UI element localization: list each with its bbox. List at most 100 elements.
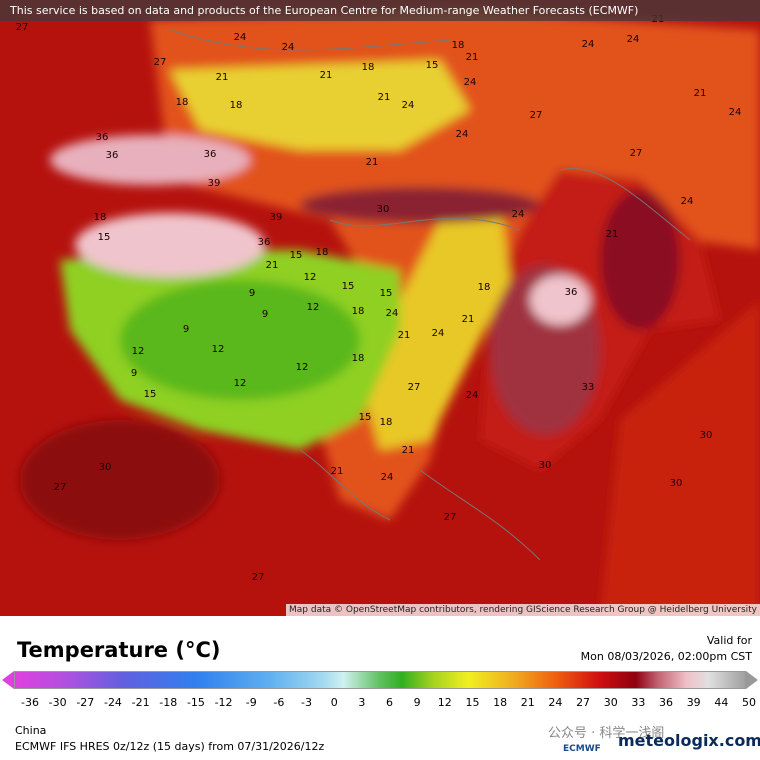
contour-label: 33: [582, 382, 595, 393]
contour-label: 9: [183, 324, 189, 335]
colorbar-tick-label: 27: [576, 696, 591, 709]
contour-label: 24: [402, 100, 415, 111]
contour-label: 18: [352, 306, 365, 317]
watermark: 公众号 · 科学一浅阁: [548, 726, 665, 741]
contour-label: 24: [681, 196, 694, 207]
colorbar-tick-label: 36: [659, 696, 674, 709]
valid-time: Mon 08/03/2026, 02:00pm CST: [580, 650, 752, 663]
colorbar-tick-label: 24: [548, 696, 563, 709]
contour-label: 21: [378, 92, 391, 103]
colorbar: [14, 671, 746, 689]
contour-label: 12: [212, 344, 225, 355]
colorbar-ticks: -36 -30 -27 -24 -21 -18 -15 -12 -9 -6 -3 0 3 6 9 12 15 18…: [0, 696, 760, 710]
contour-label: 24: [627, 34, 640, 45]
contour-label: 21: [320, 70, 333, 81]
contour-label: 21: [366, 157, 379, 168]
colorbar-tip: [746, 671, 758, 689]
contour-label: 24: [456, 129, 469, 140]
contour-label: 18: [176, 97, 189, 108]
contour-label: 36: [106, 150, 119, 161]
contour-label: 12: [234, 378, 247, 389]
colorbar-tick-label: -12: [214, 696, 233, 709]
contour-label: 9: [249, 288, 255, 299]
colorbar-tick-label: 18: [493, 696, 508, 709]
contour-label: 12: [132, 346, 145, 357]
contour-label: 24: [234, 32, 247, 43]
colorbar-tick-label: 12: [437, 696, 452, 709]
colorbar-tick-label: -9: [245, 696, 257, 709]
contour-label: 15: [342, 281, 355, 292]
colorbar-tick-label: 0: [330, 696, 338, 709]
contour-label: 24: [386, 308, 399, 319]
contour-label: 36: [204, 149, 217, 160]
contour-label: 27: [252, 572, 265, 583]
contour-label: 18: [94, 212, 107, 223]
contour-label: 18: [452, 40, 465, 51]
colorbar-tick-label: 39: [686, 696, 701, 709]
model-info: ECMWF IFS HRES 0z/12z (15 days) from 07/…: [15, 740, 325, 753]
contour-label: 36: [565, 287, 578, 298]
colorbar-tick-label: 3: [358, 696, 366, 709]
attribution: Map data © OpenStreetMap contributors, r…: [286, 604, 760, 616]
region: China: [15, 724, 47, 737]
contour-label: 24: [729, 107, 742, 118]
contour-label: 15: [290, 250, 303, 261]
colorbar-tick-label: 30: [603, 696, 618, 709]
contour-label: 27: [530, 110, 543, 121]
contour-label: 24: [466, 390, 479, 401]
contour-label: 30: [700, 430, 713, 441]
colorbar-tick-label: -15: [186, 696, 205, 709]
contour-label: 15: [380, 288, 393, 299]
map: 2724241821212424272118152421181821242724…: [0, 0, 760, 616]
colorbar-tick-label: -27: [76, 696, 95, 709]
contour-label: 30: [539, 460, 552, 471]
contour-label: 21: [331, 466, 344, 477]
colorbar-tick-label: 21: [520, 696, 535, 709]
contour-label: 21: [266, 260, 279, 271]
notice: This service is based on data and produc…: [0, 0, 760, 21]
colorbar-tick-label: 9: [413, 696, 421, 709]
contour-label: 27: [630, 148, 643, 159]
brand: meteologix.com: [618, 731, 760, 750]
contour-label: 15: [359, 412, 372, 423]
contour-label: 15: [426, 60, 439, 71]
contour-label: 18: [362, 62, 375, 73]
contour-label: 27: [54, 482, 67, 493]
colorbar-tick-label: -3: [301, 696, 313, 709]
colorbar-tip: [2, 671, 14, 689]
colorbar-tick-label: 6: [386, 696, 393, 709]
contour-label: 18: [380, 417, 393, 428]
contour-label: 27: [444, 512, 457, 523]
contour-label: 36: [258, 237, 271, 248]
contour-label: 24: [464, 77, 477, 88]
colorbar-tick-label: -36: [21, 696, 39, 709]
contour-label: 18: [230, 100, 243, 111]
contour-label: 21: [466, 52, 479, 63]
contour-label: 21: [402, 445, 415, 456]
contour-label: 9: [262, 309, 268, 320]
colorbar-tick-label: -21: [131, 696, 150, 709]
contour-label: 24: [582, 39, 595, 50]
colorbar-tick-label: -6: [273, 696, 285, 709]
contour-label: 30: [670, 478, 683, 489]
contour-label: 24: [282, 42, 295, 53]
contour-label: 30: [99, 462, 112, 473]
contour-label: 15: [98, 232, 111, 243]
colorbar-tick-label: 44: [714, 696, 729, 709]
contour-label: 24: [432, 328, 445, 339]
colorbar-tick-label: -24: [103, 696, 122, 709]
valid-label: Valid for: [706, 634, 752, 647]
contour-label: 12: [307, 302, 320, 313]
contour-label: 39: [270, 212, 283, 223]
colorbar-tick-label: 33: [631, 696, 646, 709]
contour-label: 18: [316, 247, 329, 258]
contour-label: 27: [154, 57, 167, 68]
contour-label: 30: [377, 204, 390, 215]
contour-label: 21: [216, 72, 229, 83]
contour-label: 15: [144, 389, 157, 400]
title: Temperature (°C): [17, 638, 221, 662]
contour-label: 27: [408, 382, 421, 393]
contour-label: 12: [296, 362, 309, 373]
colorbar-tick-label: -18: [159, 696, 178, 709]
